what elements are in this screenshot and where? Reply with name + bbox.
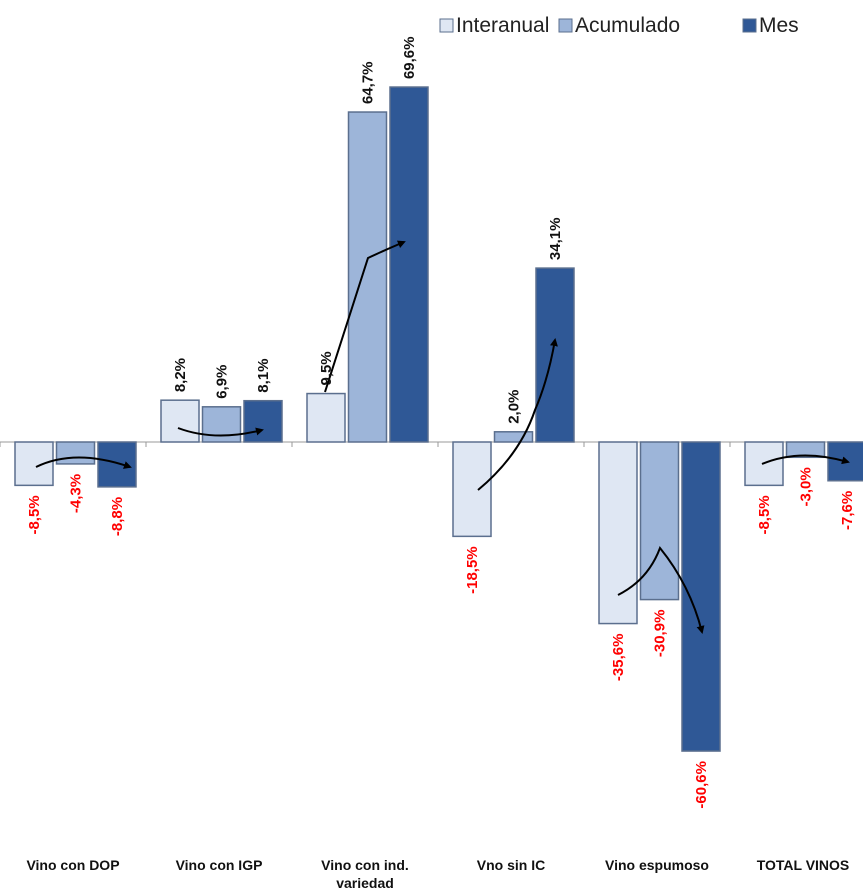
bar-interanual-2 (160, 399, 200, 443)
category-label-line: Vino espumoso (605, 857, 709, 873)
legend: Interanual Acumulado Mes (439, 14, 799, 37)
bar-mes-2 (243, 399, 283, 443)
bar-mes-1 (97, 441, 137, 488)
bar-interanual-5 (598, 441, 638, 625)
category-label-line: TOTAL VINOS (757, 857, 850, 873)
legend-label: Acumulado (575, 14, 680, 37)
value-label: 9,5% (318, 351, 335, 385)
bars (14, 86, 863, 752)
legend-swatch (439, 18, 454, 33)
trend-arrow (35, 456, 132, 469)
legend-label: Mes (759, 14, 799, 37)
category-label-line: Vino con ind. (321, 857, 409, 873)
trend-arrows (35, 240, 850, 634)
category-label: Vino con IGP (176, 857, 263, 873)
value-label: -3,0% (798, 467, 815, 506)
bar-acumulado-4 (493, 431, 534, 443)
category-label: Vino con ind. variedad (321, 857, 409, 891)
bar-acumulado-6 (785, 441, 826, 459)
trend-arrow (761, 454, 850, 465)
legend-swatch (558, 18, 573, 33)
legend-swatch (742, 18, 757, 33)
bar-acumulado-2 (201, 406, 242, 443)
bar-acumulado-5 (639, 441, 680, 601)
value-label: -60,6% (693, 761, 710, 809)
bar-interanual-6 (744, 441, 784, 487)
legend-label: Interanual (456, 14, 549, 37)
category-label: TOTAL VINOS (757, 857, 850, 873)
category-label: Vno sin IC (477, 857, 545, 873)
bar-mes-3 (389, 86, 429, 443)
bar-acumulado-3 (347, 111, 388, 443)
value-label: 2,0% (506, 390, 523, 424)
bar-mes-4 (535, 267, 575, 443)
value-label: 64,7% (360, 61, 377, 104)
category-label-line: variedad (336, 875, 394, 891)
category-labels: Vino con DOP Vino con IGP Vino con ind. var… (26, 857, 849, 891)
trend-arrow (617, 546, 705, 634)
bar-interanual-3 (306, 392, 346, 443)
value-label: 8,2% (172, 358, 189, 392)
value-label: -35,6% (610, 634, 627, 682)
category-label: Vino espumoso (605, 857, 709, 873)
value-label: 34,1% (547, 218, 564, 261)
bar-interanual-1 (14, 441, 54, 487)
bar-mes-5 (681, 441, 721, 752)
value-label: -7,6% (839, 491, 856, 530)
value-label: 8,1% (255, 358, 272, 392)
value-label: -8,5% (26, 495, 43, 534)
value-label: 6,9% (214, 365, 231, 399)
value-label: -8,5% (756, 495, 773, 534)
value-labels: -8,5% -4,3% -8,8% 8,2% 6,9% 8,1% 9,5% 64,7% 69,6… (26, 36, 856, 808)
category-label: Vino con DOP (26, 857, 119, 873)
bar-interanual-4 (452, 441, 492, 538)
value-label: -18,5% (464, 546, 481, 594)
bar-acumulado-1 (55, 441, 96, 465)
value-label: 69,6% (401, 36, 418, 79)
category-label-line: Vno sin IC (477, 857, 545, 873)
trend-arrow (177, 427, 264, 437)
value-label: -8,8% (109, 497, 126, 536)
trend-arrow (477, 338, 558, 491)
value-label: -4,3% (68, 474, 85, 513)
value-label: -30,9% (652, 610, 669, 658)
category-label-line: Vino con IGP (176, 857, 263, 873)
trend-arrow (324, 240, 406, 393)
category-label-line: Vino con DOP (26, 857, 119, 873)
